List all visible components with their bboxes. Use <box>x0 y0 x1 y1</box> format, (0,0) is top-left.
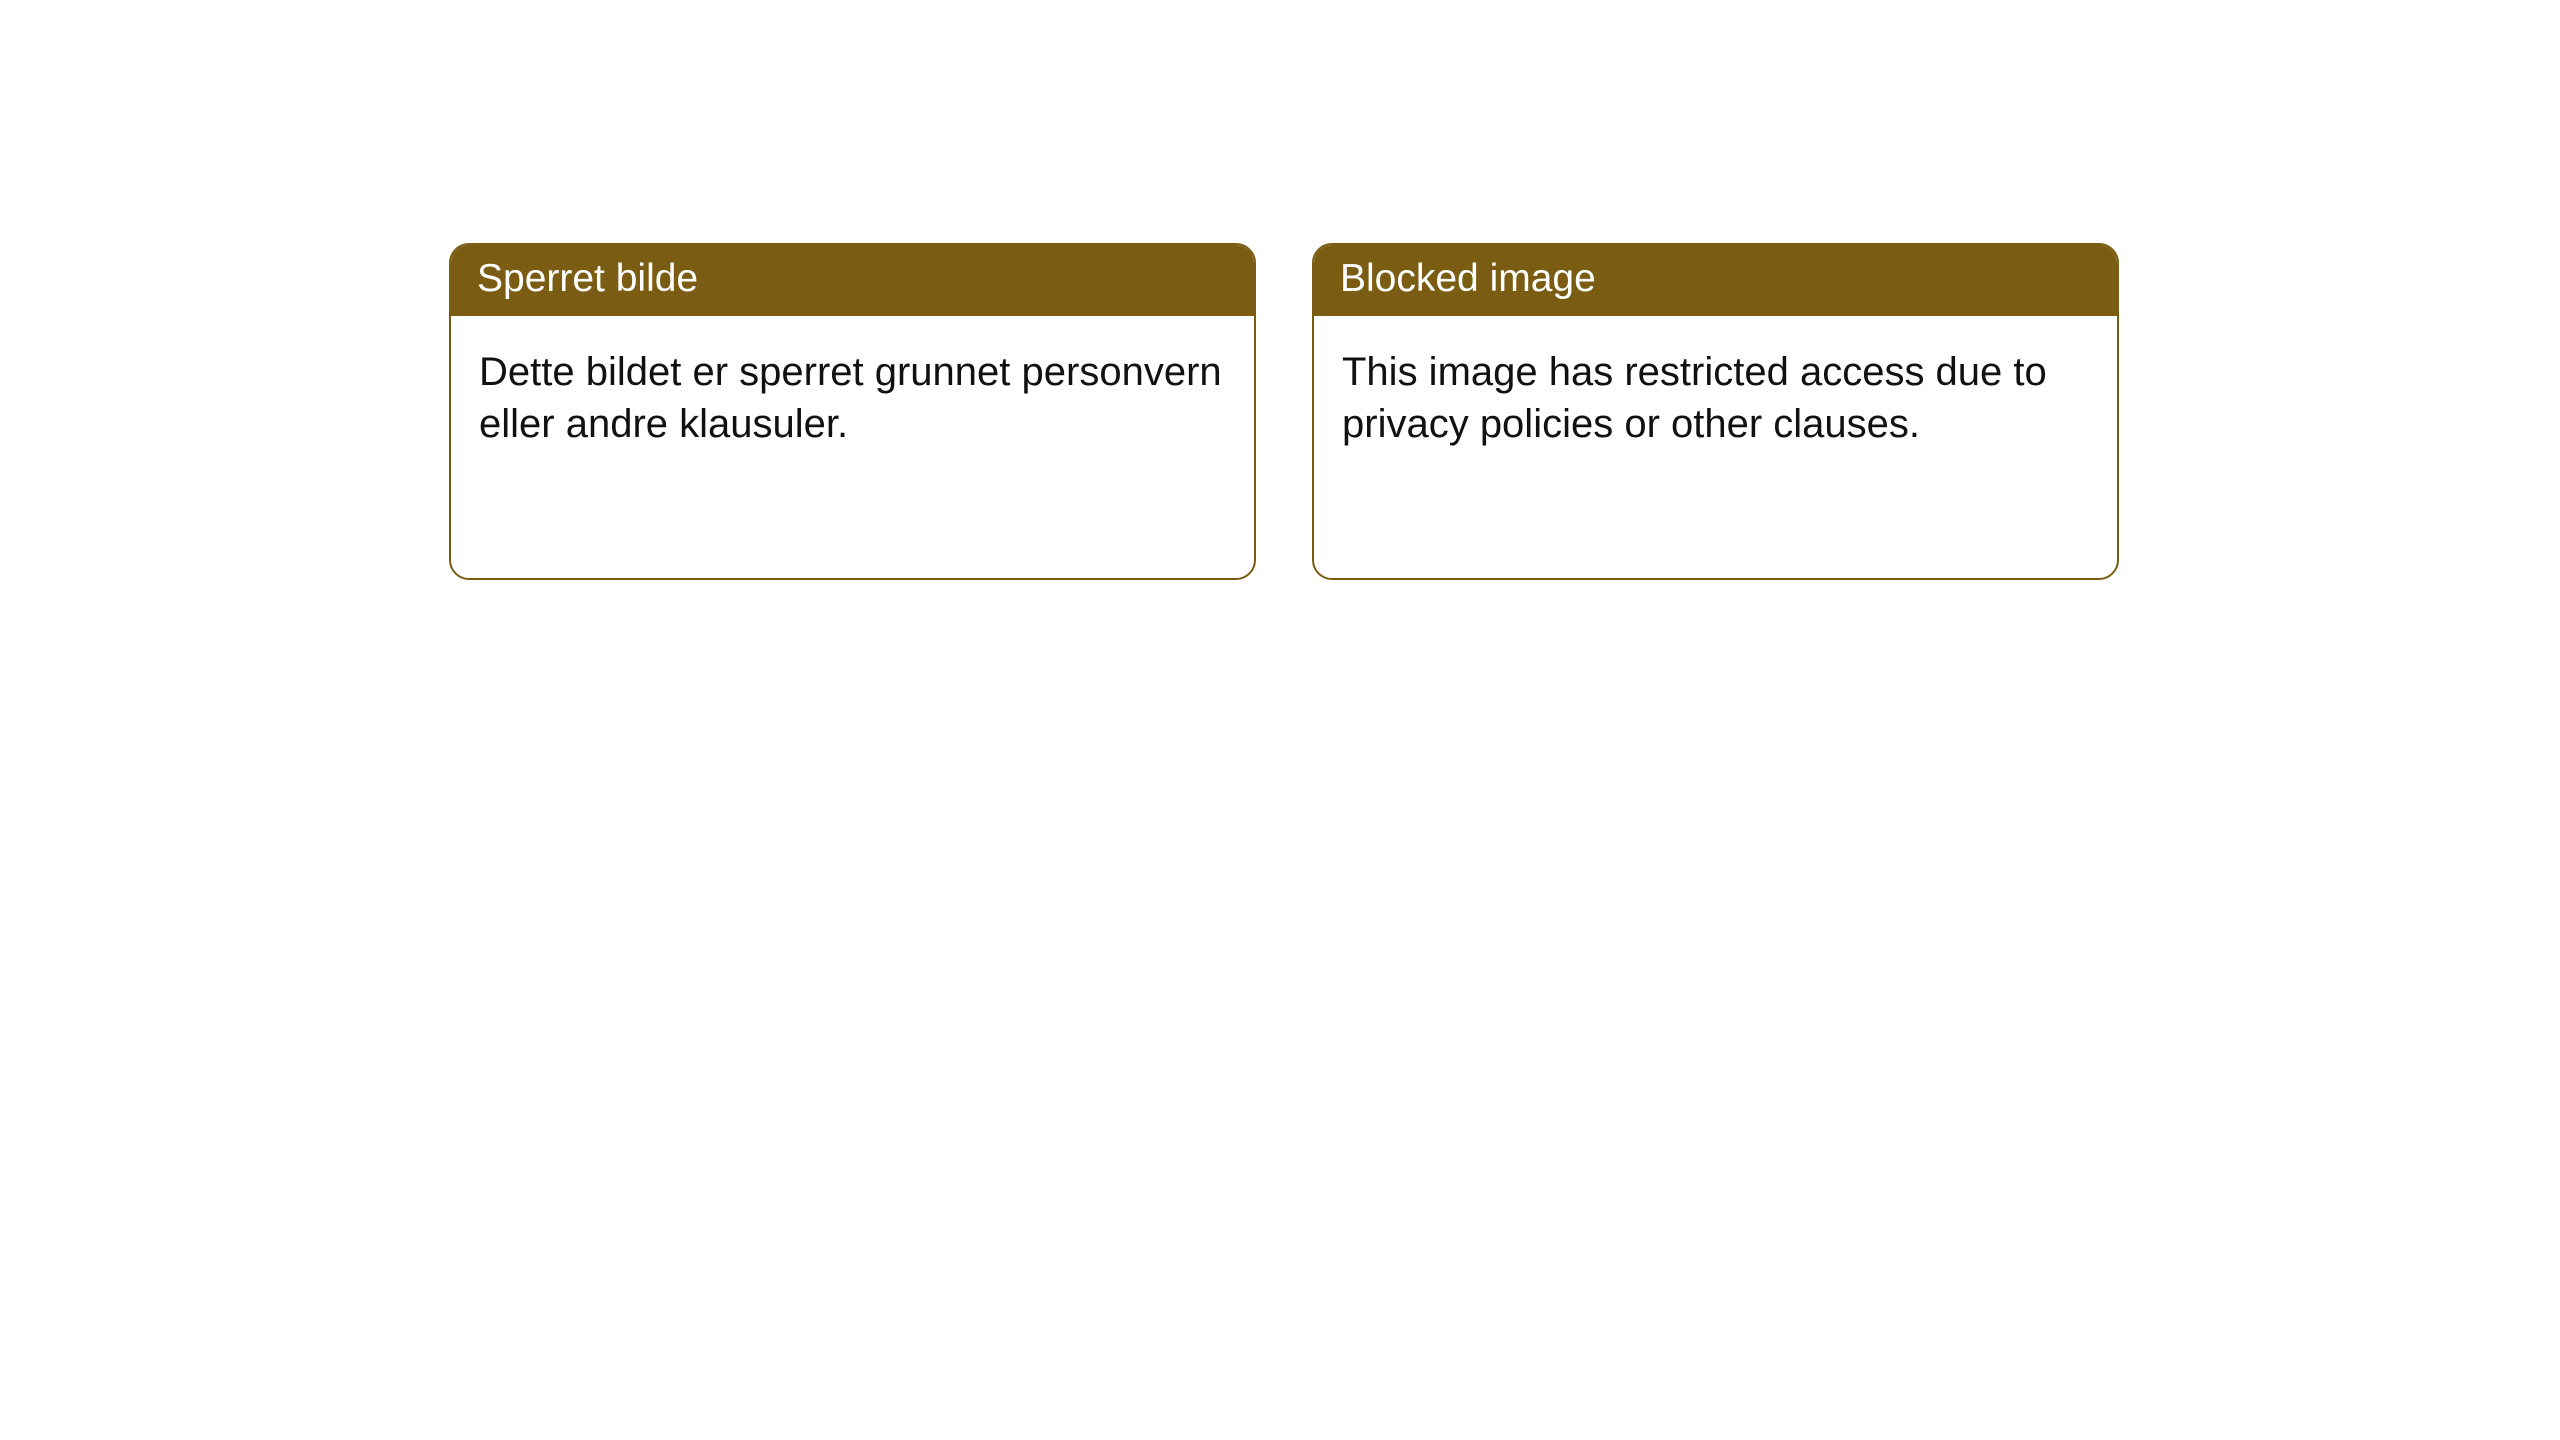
notice-header-en: Blocked image <box>1314 245 2117 316</box>
notice-header-no: Sperret bilde <box>451 245 1254 316</box>
notice-card-no: Sperret bilde Dette bildet er sperret gr… <box>449 243 1256 580</box>
notice-card-en: Blocked image This image has restricted … <box>1312 243 2119 580</box>
notice-body-en: This image has restricted access due to … <box>1314 316 2117 450</box>
notice-container: Sperret bilde Dette bildet er sperret gr… <box>449 243 2119 580</box>
notice-body-no: Dette bildet er sperret grunnet personve… <box>451 316 1254 450</box>
